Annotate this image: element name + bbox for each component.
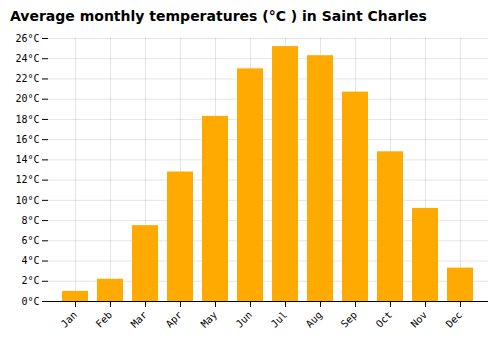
svg-text:May: May <box>199 309 220 330</box>
svg-text:Jan: Jan <box>59 309 80 330</box>
svg-text:Jun: Jun <box>234 309 255 330</box>
svg-text:14°C: 14°C <box>15 154 39 165</box>
svg-text:8°C: 8°C <box>21 215 39 226</box>
svg-text:Oct: Oct <box>374 309 395 330</box>
svg-text:22°C: 22°C <box>15 73 39 84</box>
svg-text:Apr: Apr <box>164 309 185 330</box>
svg-text:24°C: 24°C <box>15 53 39 64</box>
svg-text:0°C: 0°C <box>21 296 39 307</box>
svg-text:20°C: 20°C <box>15 93 39 104</box>
svg-text:Feb: Feb <box>94 309 115 330</box>
svg-text:6°C: 6°C <box>21 235 39 246</box>
svg-text:2°C: 2°C <box>21 275 39 286</box>
svg-text:Nov: Nov <box>409 309 430 330</box>
svg-text:16°C: 16°C <box>15 134 39 145</box>
html-text:Average monthly temperatures (: Average monthly temperatures (°C ) in Sa… <box>10 8 427 24</box>
svg-text:Jul: Jul <box>269 309 290 330</box>
svg-text:Sep: Sep <box>339 309 360 330</box>
svg-text:4°C: 4°C <box>21 255 39 266</box>
svg-text:Aug: Aug <box>304 309 325 330</box>
svg-text:Dec: Dec <box>444 309 465 330</box>
svg-text:Mar: Mar <box>129 309 150 330</box>
svg-text:26°C: 26°C <box>15 33 39 44</box>
svg-text:10°C: 10°C <box>15 195 39 206</box>
svg-text:12°C: 12°C <box>15 174 39 185</box>
svg-text:18°C: 18°C <box>15 114 39 125</box>
